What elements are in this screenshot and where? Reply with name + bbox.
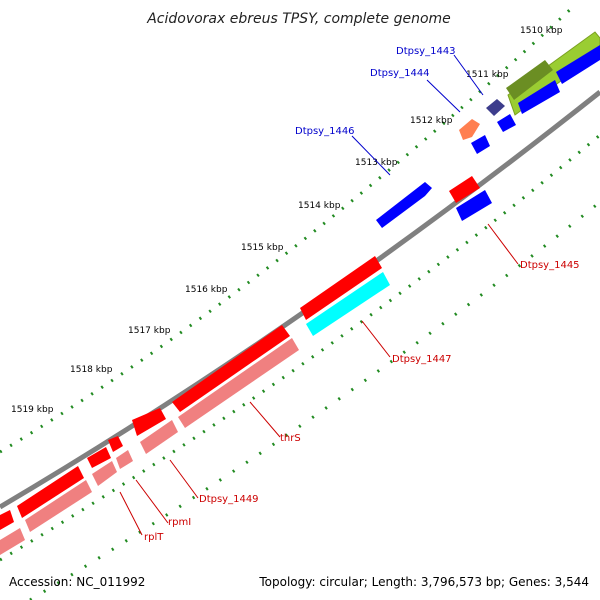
accession-text: Accession: NC_011992: [9, 575, 145, 589]
leader-dtpsy-1447: [361, 320, 391, 358]
gene-dtpsy-1446[interactable]: [376, 182, 432, 228]
gene-label-dtpsy-1444[interactable]: Dtpsy_1444: [370, 68, 430, 79]
leader-dtpsy-1443: [453, 54, 484, 96]
tick-label-1515: 1515 kbp: [241, 243, 284, 253]
leader-rpmI: [135, 479, 169, 524]
gene-dtpsy-1444[interactable]: [459, 119, 480, 140]
forward-red-2[interactable]: [132, 408, 166, 436]
forward-red-5[interactable]: [17, 466, 84, 518]
tick-label-1514: 1514 kbp: [298, 201, 341, 211]
pink-1449[interactable]: [140, 420, 178, 454]
map-title: Acidovorax ebreus TPSY, complete genome: [146, 11, 451, 27]
gene-dtpsy-1443[interactable]: [486, 99, 505, 116]
gene-label-dtpsy-1449[interactable]: Dtpsy_1449: [199, 494, 259, 505]
tick-label-1516: 1516 kbp: [185, 285, 228, 295]
inner-tick-ring-2: [29, 200, 600, 600]
blue-under-1445[interactable]: [456, 190, 492, 221]
tick-label-1513: 1513 kbp: [355, 158, 398, 168]
olive-feature[interactable]: [506, 60, 553, 100]
gene-label-thrS[interactable]: thrS: [280, 433, 301, 444]
tick-label-1512: 1512 kbp: [410, 116, 453, 126]
gene-label-rplT[interactable]: rplT: [144, 532, 164, 543]
lime-feature[interactable]: [507, 31, 600, 116]
forward-red-3[interactable]: [108, 436, 123, 452]
tick-label-1510: 1510 kbp: [520, 26, 563, 36]
gene-label-rpmI[interactable]: rpmI: [168, 517, 191, 528]
tick-label-1519: 1519 kbp: [11, 405, 54, 415]
blue-right-4[interactable]: [471, 135, 490, 154]
leader-dtpsy-1445: [487, 223, 519, 265]
pink-rplT[interactable]: [92, 461, 117, 486]
pink-rpmI[interactable]: [116, 450, 133, 469]
forward-red-thrS[interactable]: [172, 325, 290, 412]
tick-labels: 1510 kbp 1511 kbp 1512 kbp 1513 kbp 1514…: [11, 26, 563, 415]
tick-label-1518: 1518 kbp: [70, 365, 113, 375]
forward-red-6[interactable]: [0, 510, 14, 530]
leader-lines: [119, 54, 519, 536]
pink-left-1[interactable]: [25, 480, 92, 532]
leader-thrS: [249, 401, 281, 438]
blue-right-2[interactable]: [518, 80, 560, 114]
pink-thrS[interactable]: [178, 338, 299, 428]
blue-right-3[interactable]: [497, 114, 516, 132]
forward-red-1[interactable]: [300, 256, 382, 320]
tick-label-1517: 1517 kbp: [128, 326, 171, 336]
genome-summary-text: Topology: circular; Length: 3,796,573 bp…: [258, 575, 589, 589]
forward-strand-features: [0, 31, 600, 530]
backbone-arc: [0, 90, 600, 510]
gene-dtpsy-1447[interactable]: [306, 272, 390, 336]
tick-label-1511: 1511 kbp: [466, 70, 509, 80]
outer-tick-ring: [0, 3, 577, 454]
reverse-strand-features: [0, 45, 600, 555]
leader-dtpsy-1444: [426, 79, 461, 113]
gene-dtpsy-1445[interactable]: [449, 176, 480, 203]
gene-label-dtpsy-1445[interactable]: Dtpsy_1445: [520, 260, 580, 271]
leader-dtpsy-1449: [169, 459, 199, 499]
leader-rplT: [119, 491, 143, 536]
gene-labels: Dtpsy_1443 Dtpsy_1444 Dtpsy_1446 Dtpsy_1…: [144, 46, 580, 543]
inner-tick-ring: [0, 133, 600, 562]
blue-right-1[interactable]: [556, 45, 600, 84]
pink-left-2[interactable]: [0, 528, 25, 555]
leader-dtpsy-1446: [351, 135, 391, 176]
forward-red-4[interactable]: [87, 447, 111, 468]
gene-label-dtpsy-1446[interactable]: Dtpsy_1446: [295, 126, 355, 137]
gene-label-dtpsy-1447[interactable]: Dtpsy_1447: [392, 354, 452, 365]
gene-label-dtpsy-1443[interactable]: Dtpsy_1443: [396, 46, 456, 57]
